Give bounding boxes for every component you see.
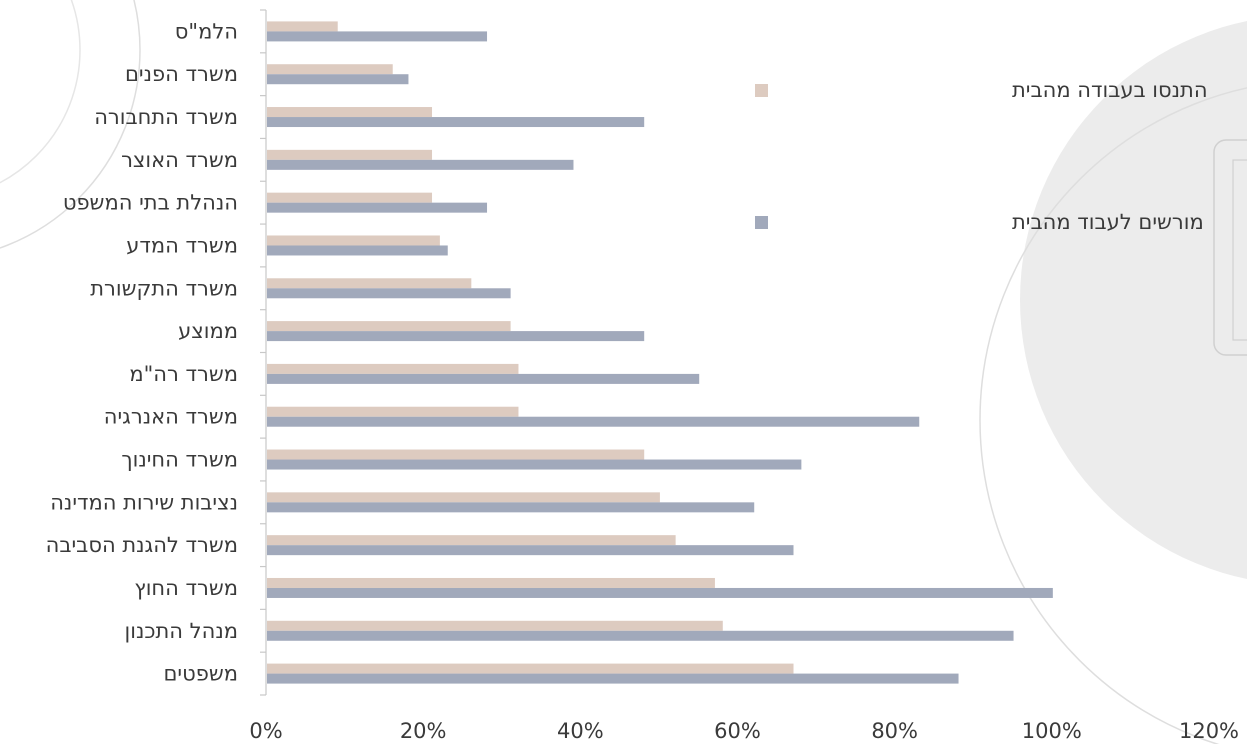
category-label: משפטים bbox=[163, 662, 238, 686]
bar-tried-1 bbox=[267, 64, 393, 75]
bar-authorized-7 bbox=[267, 331, 645, 342]
bar-authorized-10 bbox=[267, 459, 802, 470]
bar-authorized-9 bbox=[267, 416, 920, 427]
bar-tried-12 bbox=[267, 535, 676, 546]
bar-authorized-15 bbox=[267, 673, 959, 684]
decor-left-circle-inner bbox=[0, 0, 81, 184]
bar-authorized-5 bbox=[267, 245, 448, 256]
category-label: הנהלת בתי המשפט bbox=[63, 191, 238, 215]
bar-authorized-3 bbox=[267, 159, 574, 170]
category-label: מנהל התכנון bbox=[125, 619, 238, 643]
bar-tried-5 bbox=[267, 235, 440, 246]
legend-label: מורשים לעבוד מהבית bbox=[1012, 210, 1204, 234]
bar-authorized-13 bbox=[267, 587, 1053, 598]
decor-outline-circle bbox=[979, 87, 1247, 744]
bar-authorized-8 bbox=[267, 373, 700, 384]
decor-rounded-rect bbox=[1213, 139, 1247, 356]
category-label: משרד האוצר bbox=[121, 148, 238, 172]
bars-layer bbox=[267, 21, 1053, 684]
bar-authorized-4 bbox=[267, 202, 488, 213]
category-label: משרד המדע bbox=[126, 233, 238, 257]
category-label: הלמ"ס bbox=[175, 19, 238, 43]
bar-tried-0 bbox=[267, 21, 338, 32]
bar-tried-3 bbox=[267, 149, 433, 160]
bar-authorized-0 bbox=[267, 31, 488, 42]
legend: התנסו בעבודה מהבית מורשים לעבוד מהבית bbox=[755, 78, 1208, 234]
x-tick-labels: 0% 20% 40% 60% 80% 100% 120% bbox=[249, 719, 1239, 743]
category-label: משרד החינוך bbox=[121, 448, 238, 472]
bar-tried-14 bbox=[267, 620, 723, 631]
category-label: משרד התקשורת bbox=[90, 276, 238, 300]
x-tick-label: 20% bbox=[400, 719, 447, 743]
bar-tried-11 bbox=[267, 492, 660, 503]
category-label: משרד רה"מ bbox=[129, 362, 238, 386]
bar-tried-8 bbox=[267, 363, 519, 374]
bar-tried-6 bbox=[267, 278, 472, 289]
category-label: ממוצע bbox=[178, 319, 238, 343]
bar-tried-13 bbox=[267, 577, 715, 588]
x-tick-label: 100% bbox=[1022, 719, 1082, 743]
axis-layer bbox=[260, 9, 267, 696]
category-label: משרד הפנים bbox=[125, 62, 238, 86]
category-label: משרד החוץ bbox=[134, 576, 238, 600]
x-tick-label: 0% bbox=[249, 719, 282, 743]
decor-big-circle bbox=[1020, 21, 1247, 579]
bar-tried-4 bbox=[267, 192, 433, 203]
category-label: נציבות שירות המדינה bbox=[50, 490, 238, 514]
x-tick-label: 40% bbox=[557, 719, 604, 743]
bar-authorized-6 bbox=[267, 288, 511, 299]
category-label: משרד התחבורה bbox=[94, 105, 238, 129]
decor-inner-rect bbox=[1232, 159, 1247, 341]
bar-tried-10 bbox=[267, 449, 645, 460]
x-tick-label: 60% bbox=[714, 719, 761, 743]
bar-tried-15 bbox=[267, 663, 794, 674]
category-labels: הלמ"ס משרד הפנים משרד התחבורה משרד האוצר הנה… bbox=[46, 19, 238, 685]
legend-label: התנסו בעבודה מהבית bbox=[1012, 78, 1208, 102]
bar-authorized-14 bbox=[267, 630, 1014, 641]
legend-swatch-authorized bbox=[755, 216, 768, 229]
category-label: משרד האנרגיה bbox=[104, 405, 238, 429]
x-tick-label: 120% bbox=[1179, 719, 1239, 743]
bar-authorized-12 bbox=[267, 545, 794, 556]
bar-tried-9 bbox=[267, 406, 519, 417]
bar-authorized-2 bbox=[267, 117, 645, 128]
bar-authorized-11 bbox=[267, 502, 755, 513]
bar-tried-2 bbox=[267, 107, 433, 118]
bar-authorized-1 bbox=[267, 74, 409, 85]
decor-left-circle bbox=[0, 0, 141, 249]
legend-swatch-tried bbox=[755, 84, 768, 97]
bar-tried-7 bbox=[267, 321, 511, 332]
category-label: משרד להגנת הסביבה bbox=[46, 533, 238, 557]
x-tick-label: 80% bbox=[871, 719, 918, 743]
